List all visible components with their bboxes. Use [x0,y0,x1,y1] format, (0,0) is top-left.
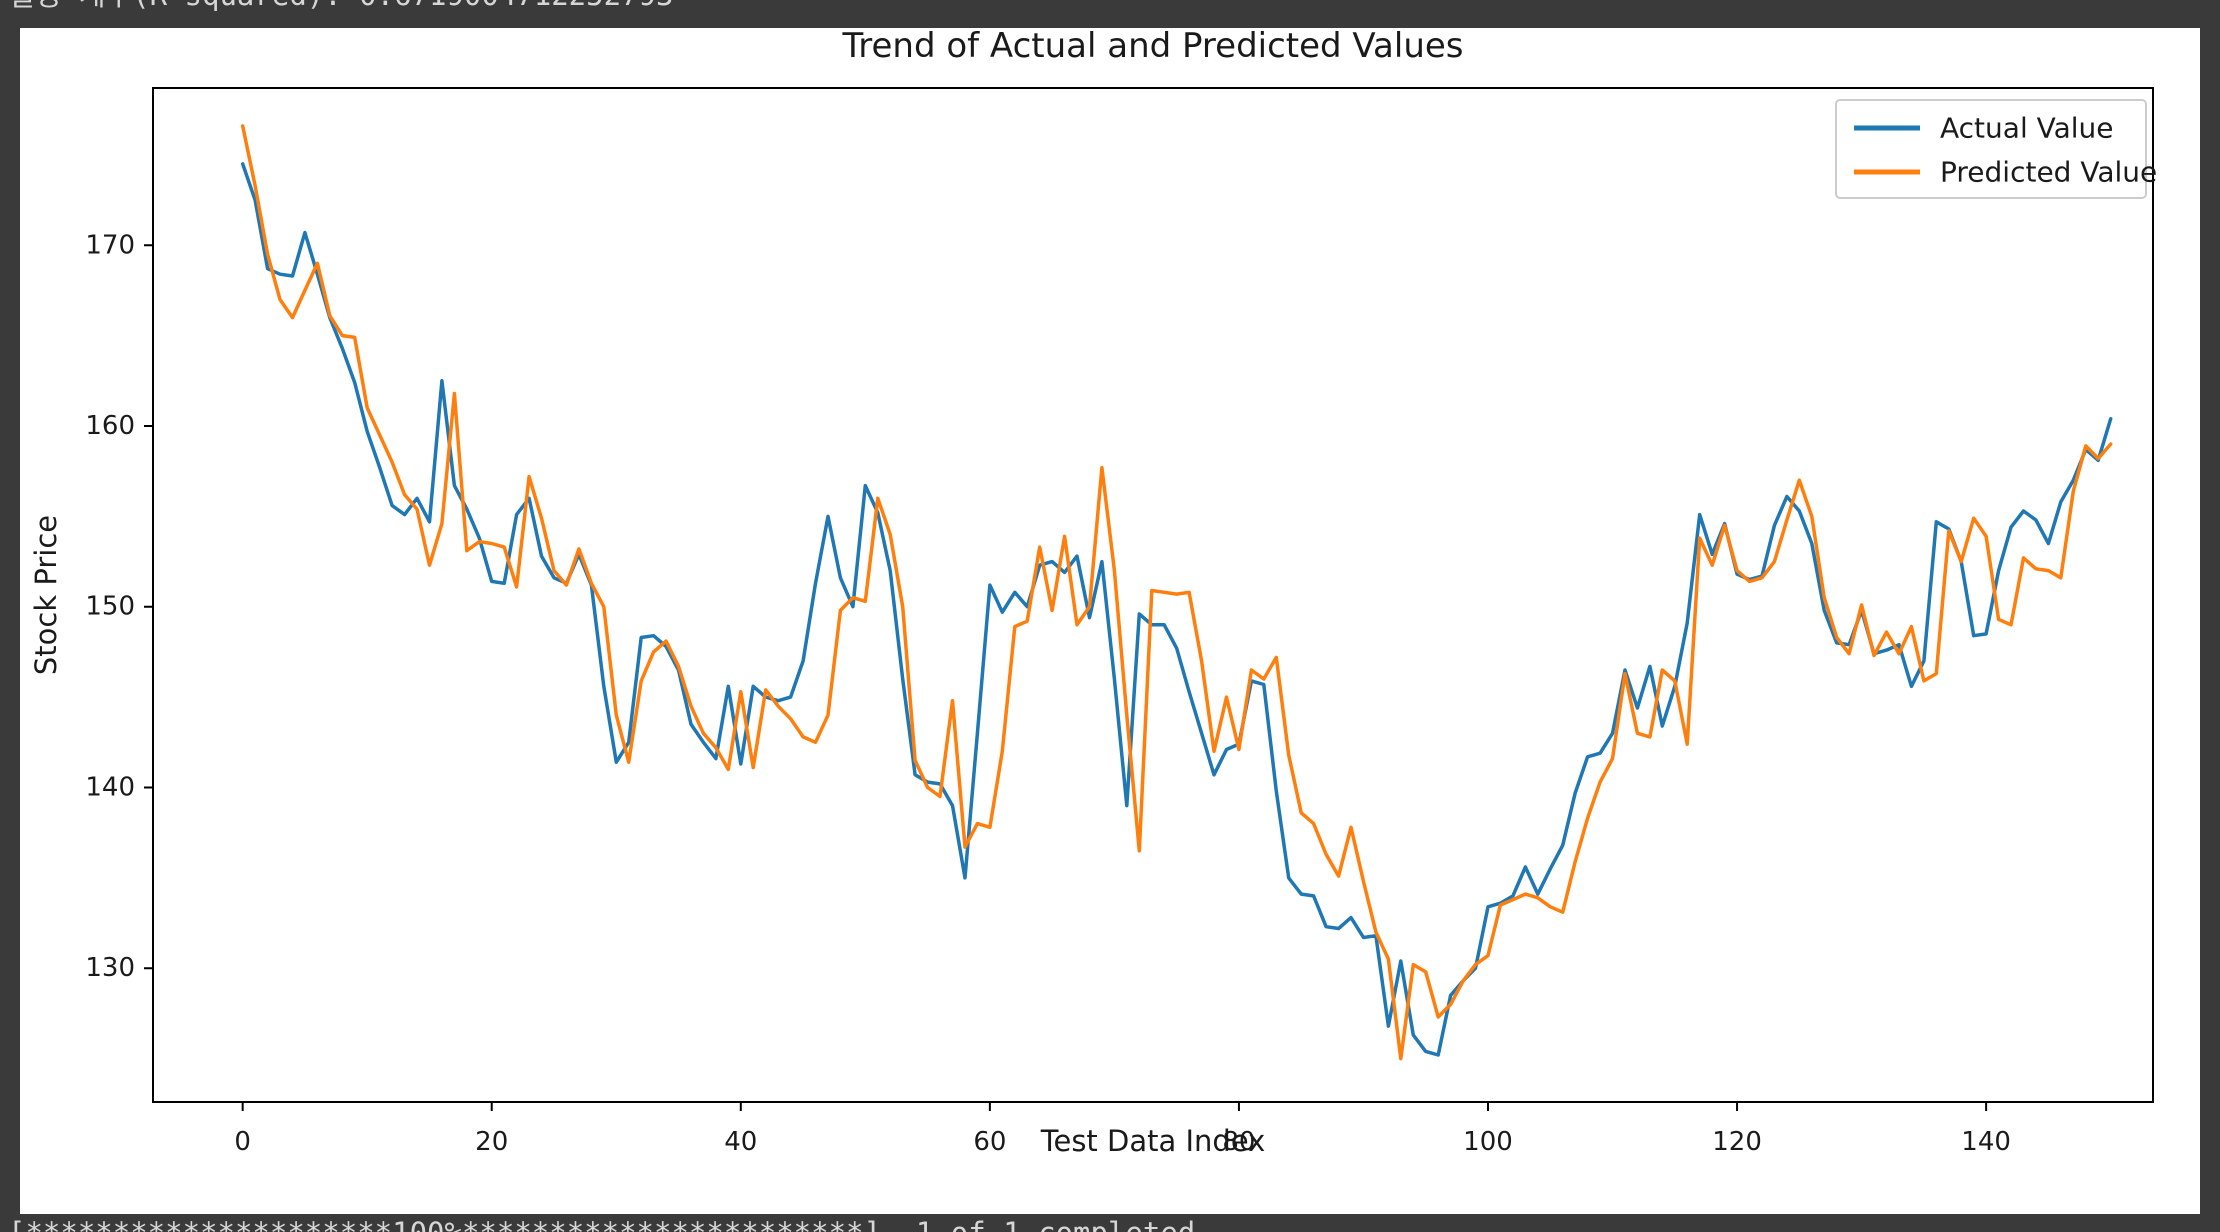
x-tick-label: 100 [1463,1127,1513,1157]
y-tick-label: 170 [85,230,135,260]
legend-label: Actual Value [1940,112,2114,145]
x-tick-label: 0 [234,1127,251,1157]
y-tick-label: 150 [85,592,135,622]
x-tick-label: 20 [475,1127,508,1157]
chart-title: Trend of Actual and Predicted Values [842,26,1464,66]
x-tick-label: 80 [1222,1127,1255,1157]
axes-frame [152,87,2154,1103]
x-tick-label: 60 [973,1127,1006,1157]
y-tick-label: 160 [85,411,135,441]
x-tick-label: 120 [1712,1127,1762,1157]
legend-label: Predicted Value [1940,156,2157,189]
figure-canvas: 0 20 40 60 80 100 120 140 130 140 150 160 170 Actual … [20,26,2200,1214]
y-tick-label: 140 [85,772,135,802]
x-tick-label: 140 [1961,1127,2011,1157]
x-tick-label: 40 [724,1127,757,1157]
y-tick-label: 130 [85,953,135,983]
console-output-top: 결정 계수(R-squared): 0.6719004712252793 [8,0,673,12]
console-output-bottom: [*********************100%**************… [8,1216,1195,1232]
series-line-actual [240,162,2113,1057]
series-line-predicted [240,124,2113,1061]
stock-price-chart: 0 20 40 60 80 100 120 140 130 140 150 160 170 Actual … [85,87,2157,1157]
x-axis-label: Test Data Index [1040,1124,1266,1158]
y-axis-label: Stock Price [29,514,63,676]
